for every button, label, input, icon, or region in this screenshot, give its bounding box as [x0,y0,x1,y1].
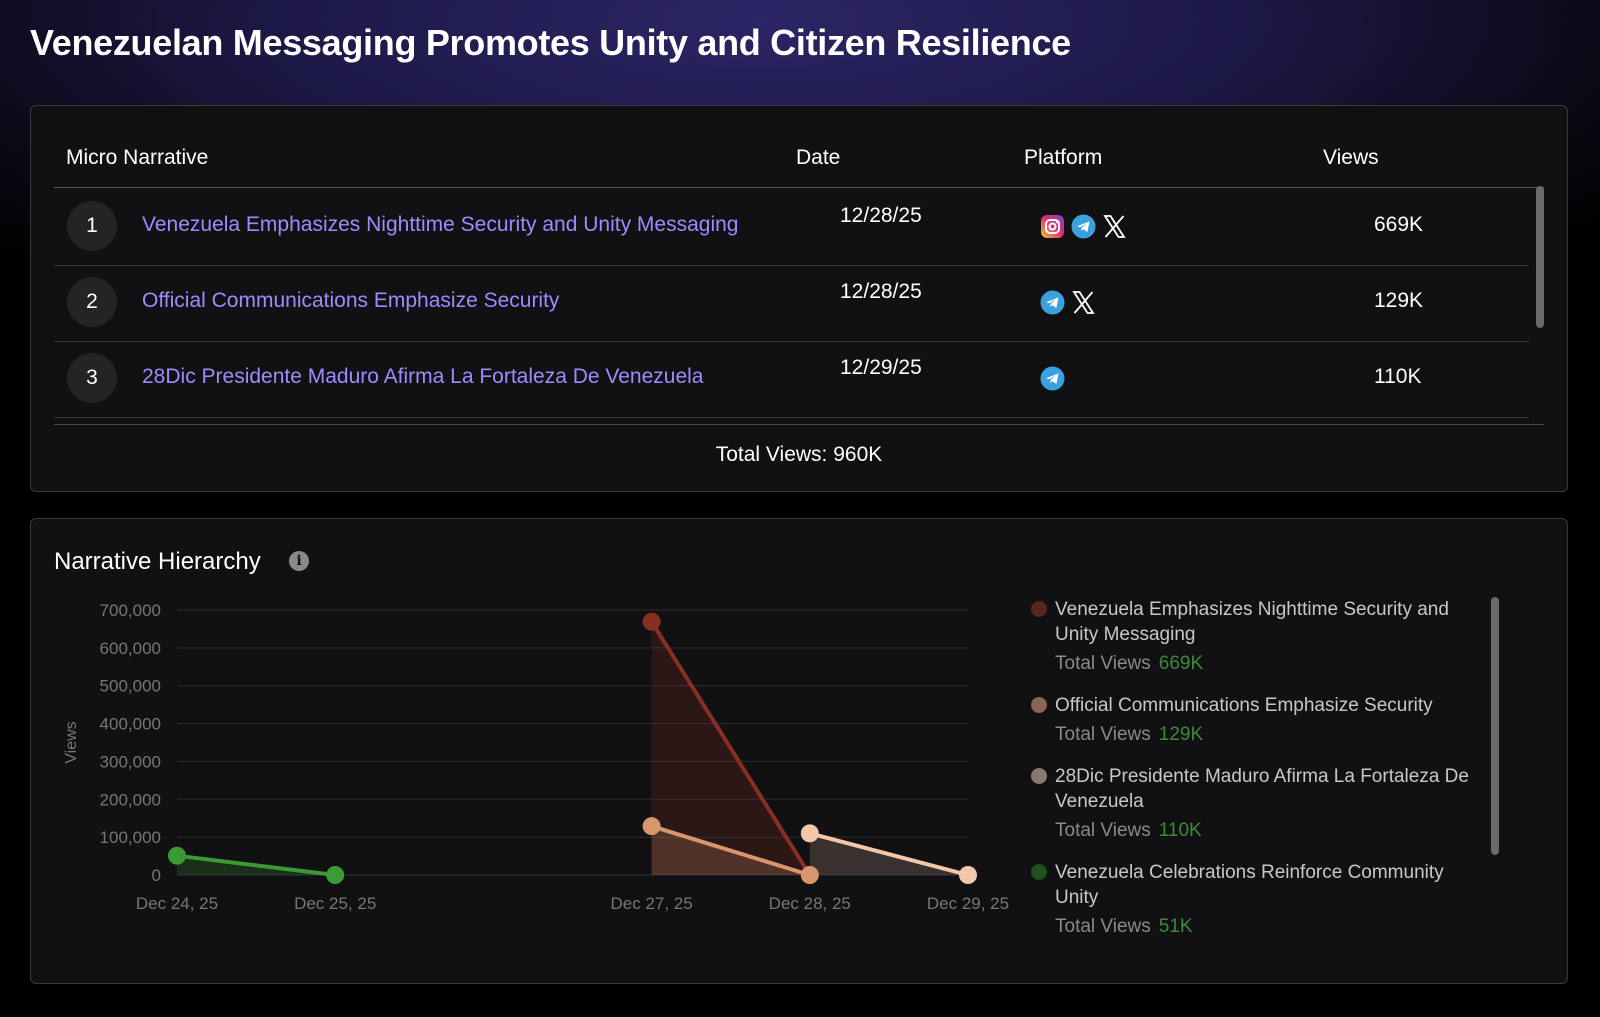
row-number: 1 [67,201,117,251]
platform-icons [1040,290,1096,315]
data-point [642,612,661,631]
y-tick-label: 600,000 [100,639,161,658]
y-tick-label: 500,000 [100,677,161,696]
series-line [176,853,336,877]
chart-section-title: Narrative Hierarchy [54,548,261,575]
row-date: 12/29/25 [840,356,922,379]
x-tick-label: Dec 24, 25 [136,894,218,913]
x-icon [1071,290,1096,315]
legend-total: Total Views 51K [1055,916,1486,933]
legend-total-value: 669K [1158,653,1204,674]
legend-item[interactable]: 28Dic Presidente Maduro Afirma La Fortal… [1031,764,1486,842]
legend-dot [1031,768,1047,784]
x-icon [1102,214,1127,239]
header-views: Views [1323,146,1379,169]
telegram-icon [1040,290,1065,315]
series-line [649,620,812,877]
legend-name: Venezuela Emphasizes Nighttime Security … [1055,599,1449,645]
legend-name: 28Dic Presidente Maduro Afirma La Fortal… [1055,766,1469,812]
table-row[interactable]: 2 Official Communications Emphasize Secu… [54,264,1529,342]
data-point [800,866,819,884]
legend-item[interactable]: Venezuela Emphasizes Nighttime Security … [1031,597,1486,675]
row-date: 12/28/25 [840,204,922,227]
data-point [326,866,345,884]
info-icon[interactable]: i [289,551,309,571]
row-number: 2 [67,277,117,327]
legend-item[interactable]: Official Communications Emphasize Securi… [1031,693,1486,746]
table-row[interactable]: 1 Venezuela Emphasizes Nighttime Securit… [54,188,1529,266]
header-divider [54,187,1544,188]
footer-divider [54,424,1544,425]
narrative-link[interactable]: 28Dic Presidente Maduro Afirma La Fortal… [142,365,704,388]
legend-total-value: 51K [1158,916,1193,933]
total-views: Total Views: 960K [715,443,883,466]
views-line-chart: 0 100,000 200,000 300,000 400,000 500,000 600,… [63,601,1009,913]
narrative-hierarchy-card: Narrative Hierarchy i 0 100,000 200,000 300… [30,518,1568,984]
y-tick-label: 100,000 [100,828,161,847]
legend-total-value: 129K [1158,724,1204,745]
header-date: Date [796,146,841,169]
telegram-icon [1040,366,1065,391]
legend-item[interactable]: Venezuela Celebrations Reinforce Communi… [1031,860,1486,933]
x-tick-label: Dec 25, 25 [294,894,376,913]
legend-scrollbar[interactable] [1491,597,1499,855]
table-row[interactable]: 3 28Dic Presidente Maduro Afirma La Fort… [54,340,1529,418]
row-views: 110K [1374,365,1422,388]
x-tick-label: Dec 28, 25 [769,894,851,913]
narratives-table-card: Micro Narrative Date Platform Views 1 Ve… [30,105,1568,492]
legend-name: Official Communications Emphasize Securi… [1055,695,1433,716]
legend-total-value: 110K [1158,820,1202,841]
series-line [809,831,969,877]
y-tick-label: 700,000 [100,601,161,620]
y-axis-label: Views [63,721,80,763]
legend-total: Total Views 129K [1055,724,1204,745]
series-line [651,824,811,877]
row-number: 3 [67,353,117,403]
platform-icons [1040,214,1127,239]
row-date: 12/28/25 [840,280,922,303]
y-tick-label: 400,000 [100,715,161,734]
x-tick-label: Dec 29, 25 [927,894,1009,913]
y-tick-label: 200,000 [100,790,161,809]
row-views: 669K [1374,213,1424,236]
table-scrollbar[interactable] [1536,186,1544,328]
legend-total: Total Views 669K [1055,653,1204,674]
legend-name: Venezuela Celebrations Reinforce Communi… [1055,862,1444,908]
narrative-link[interactable]: Venezuela Emphasizes Nighttime Security … [142,213,739,236]
header-micro-narrative: Micro Narrative [66,146,209,169]
data-point [168,846,186,865]
telegram-icon [1071,214,1096,239]
page-title: Venezuelan Messaging Promotes Unity and … [30,22,1071,63]
y-tick-label: 300,000 [100,752,161,771]
header-platform: Platform [1024,146,1103,169]
instagram-icon [1040,214,1065,239]
y-tick-label: 0 [152,866,161,885]
legend-dot [1031,864,1047,880]
legend-dot [1031,601,1047,617]
narrative-link[interactable]: Official Communications Emphasize Securi… [142,289,560,312]
x-tick-label: Dec 27, 25 [610,894,692,913]
legend-total: Total Views 110K [1055,820,1202,841]
row-views: 129K [1374,289,1424,312]
legend-dot [1031,697,1047,713]
data-point [642,817,661,836]
chart-legend: Venezuela Emphasizes Nighttime Security … [1031,597,1486,933]
data-point [959,866,977,884]
platform-icons [1040,366,1065,391]
data-point [800,824,819,843]
